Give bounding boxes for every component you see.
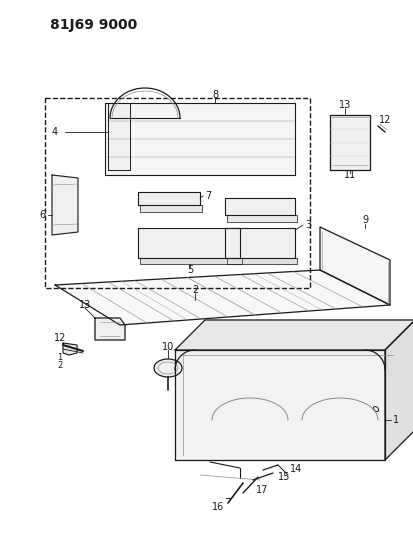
Polygon shape <box>224 228 294 258</box>
Text: 15: 15 <box>277 472 290 482</box>
Text: 9: 9 <box>361 215 367 225</box>
Polygon shape <box>175 350 384 460</box>
Polygon shape <box>226 258 296 264</box>
Polygon shape <box>140 258 242 264</box>
Text: 13: 13 <box>338 100 350 110</box>
Text: 1: 1 <box>57 353 62 362</box>
Polygon shape <box>140 205 202 212</box>
Text: 14: 14 <box>289 464 301 474</box>
Polygon shape <box>319 227 389 305</box>
Text: 12: 12 <box>54 333 66 343</box>
Text: 13: 13 <box>79 300 91 310</box>
Text: 6: 6 <box>39 210 45 220</box>
Polygon shape <box>226 215 296 222</box>
Text: 2: 2 <box>57 361 62 370</box>
Text: 2: 2 <box>191 285 198 295</box>
Text: 16: 16 <box>211 502 223 512</box>
Text: 5: 5 <box>186 265 192 275</box>
Polygon shape <box>175 320 413 350</box>
Text: 10: 10 <box>161 342 174 352</box>
Polygon shape <box>105 103 294 175</box>
Ellipse shape <box>154 359 182 377</box>
Text: 8: 8 <box>211 90 218 100</box>
Polygon shape <box>224 198 294 215</box>
Text: 4: 4 <box>52 127 58 137</box>
Polygon shape <box>138 228 240 258</box>
Polygon shape <box>138 192 199 205</box>
Polygon shape <box>95 318 125 340</box>
Text: 3: 3 <box>304 220 311 230</box>
Polygon shape <box>55 270 389 325</box>
Polygon shape <box>63 343 77 355</box>
Polygon shape <box>108 103 130 170</box>
Polygon shape <box>384 320 413 460</box>
Text: 11: 11 <box>343 170 355 180</box>
Text: 7: 7 <box>204 191 211 201</box>
Text: 17: 17 <box>255 485 268 495</box>
Text: 1: 1 <box>392 415 398 425</box>
Polygon shape <box>52 175 78 235</box>
Text: 81J69 9000: 81J69 9000 <box>50 18 137 32</box>
Polygon shape <box>329 115 369 170</box>
Text: 12: 12 <box>378 115 390 125</box>
